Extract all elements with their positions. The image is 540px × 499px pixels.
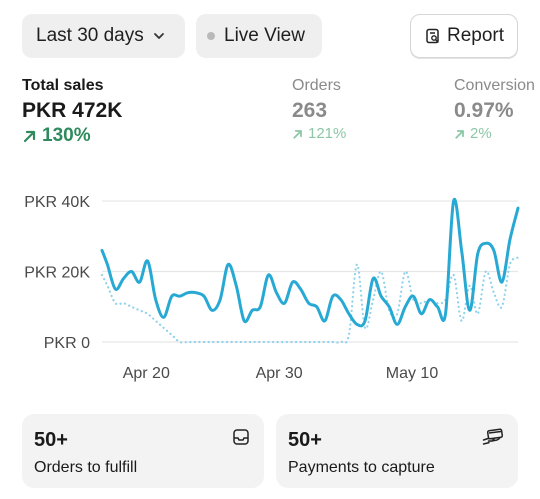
series-line-total-sales	[100, 197, 520, 328]
card-label: Orders to fulfill	[34, 459, 138, 476]
metric-label: Orders	[292, 77, 341, 94]
metric-delta-value: 130%	[42, 125, 91, 146]
arrow-up-right-icon	[293, 129, 302, 139]
live-view-button[interactable]: Live View	[196, 14, 322, 58]
date-range-label: Last 30 days	[36, 25, 144, 46]
metric-value: 0.97%	[454, 99, 514, 122]
metric-value: 263	[292, 99, 328, 122]
metric-total-sales[interactable]: Total sales PKR 472K 130%	[22, 76, 122, 147]
y-tick-label: PKR 0	[44, 335, 90, 352]
payment-hand-icon	[482, 428, 504, 445]
report-button[interactable]: Report	[410, 14, 518, 58]
card-count: 50+	[34, 429, 68, 451]
x-tick-label: May 10	[386, 365, 439, 382]
metric-delta: 121%	[292, 125, 346, 142]
date-range-button[interactable]: Last 30 days	[22, 14, 185, 58]
x-tick-label: Apr 30	[256, 365, 303, 382]
chevron-down-icon	[153, 33, 164, 39]
report-icon	[426, 28, 439, 44]
metric-orders[interactable]: Orders 263 121%	[292, 76, 346, 142]
metric-delta-value: 2%	[470, 125, 492, 142]
payments-to-capture-card[interactable]: 50+ Payments to capture	[276, 414, 518, 488]
card-label: Payments to capture	[288, 459, 435, 476]
arrow-up-right-icon	[23, 130, 36, 143]
metric-value: PKR 472K	[22, 99, 123, 122]
metric-label: Conversion	[454, 77, 535, 94]
y-tick-label: PKR 20K	[24, 265, 90, 282]
orders-to-fulfill-card[interactable]: 50+ Orders to fulfill	[22, 414, 264, 488]
metric-delta-value: 121%	[308, 125, 347, 142]
arrow-up-right-icon	[455, 129, 464, 139]
metric-label: Total sales	[22, 77, 104, 94]
series-line-comparison	[100, 256, 520, 344]
live-view-label: Live View	[224, 25, 305, 46]
y-tick-label: PKR 40K	[24, 194, 90, 211]
report-label: Report	[447, 25, 505, 46]
card-count: 50+	[288, 429, 322, 451]
metric-conversion[interactable]: Conversion 0.97% 2%	[454, 76, 535, 142]
dot-icon	[207, 32, 215, 40]
sales-chart[interactable]: PKR 0 PKR 20K PKR 40K Apr 20 Apr 30 May 10	[0, 176, 540, 391]
inbox-icon	[233, 429, 249, 445]
metric-delta: 130%	[22, 125, 122, 147]
metric-delta: 2%	[454, 125, 535, 142]
x-tick-label: Apr 20	[123, 365, 170, 382]
